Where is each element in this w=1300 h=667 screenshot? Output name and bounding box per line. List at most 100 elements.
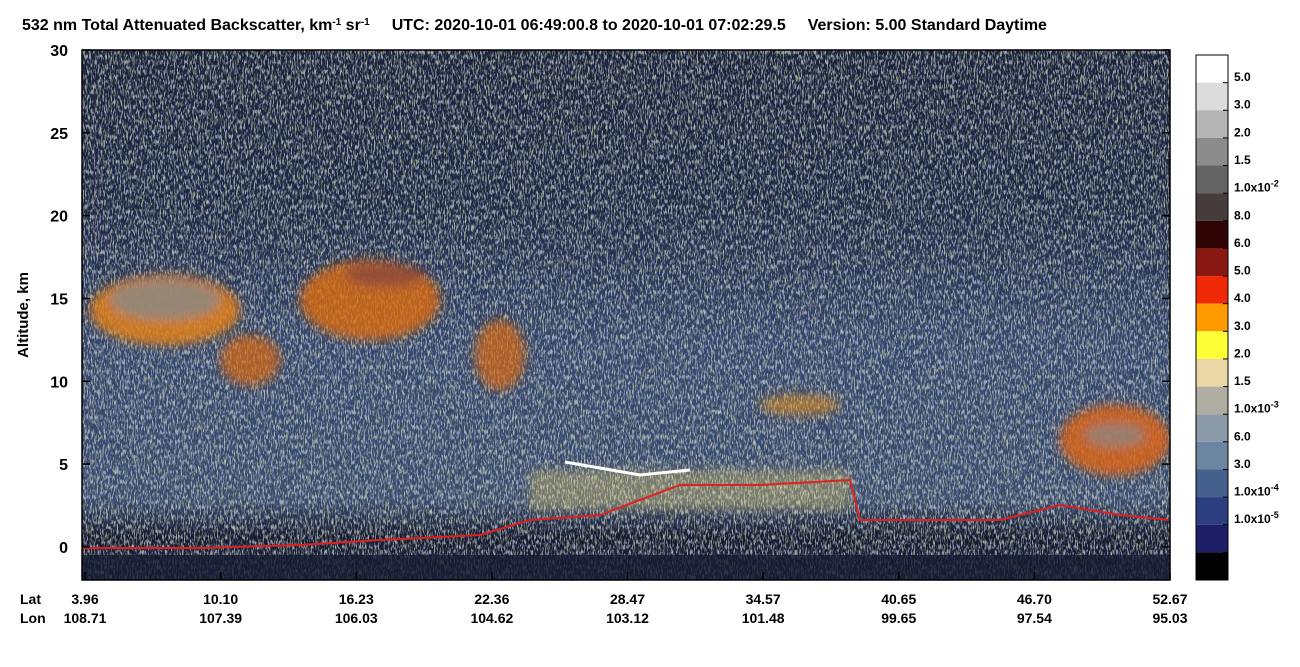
- colorbar-swatch: [1196, 110, 1228, 138]
- colorbar-label-text: 1.5: [1234, 374, 1251, 388]
- colorbar-swatch: [1196, 469, 1228, 498]
- colorbar-swatch: [1196, 276, 1228, 304]
- colorbar-label-text: 1.0x10: [1234, 512, 1271, 526]
- colorbar-label-text: 6.0: [1234, 429, 1251, 443]
- colorbar-label-text: 8.0: [1234, 208, 1251, 222]
- title: 532 nm Total Attenuated Backscatter, km-…: [22, 17, 1047, 35]
- colorbar-swatch: [1196, 137, 1228, 166]
- colorbar-label-text: 2.0: [1234, 125, 1251, 139]
- subsurface: [82, 555, 1170, 580]
- colorbar-label: 4.0: [1234, 291, 1251, 305]
- y-tick-label: 25: [50, 126, 68, 143]
- colorbar-swatch: [1196, 358, 1228, 387]
- colorbar-swatch: [1196, 193, 1228, 221]
- colorbar-swatch: [1196, 414, 1228, 442]
- x-row-name: Lon: [20, 610, 46, 626]
- colorbar-swatch: [1196, 331, 1228, 359]
- colorbar-label-text: 4.0: [1234, 291, 1251, 305]
- x-tick-label: 46.70: [1017, 591, 1052, 607]
- x-tick-label: 40.65: [881, 591, 916, 607]
- cloud-layer: [90, 260, 1170, 510]
- colorbar-swatch: [1196, 524, 1228, 553]
- colorbar-label-exp: -2: [1271, 179, 1279, 189]
- colorbar-label: 1.5: [1234, 153, 1251, 167]
- colorbar-swatch: [1196, 248, 1228, 277]
- colorbar-swatch: [1196, 82, 1228, 111]
- colorbar-label: 6.0: [1234, 236, 1251, 250]
- x-tick-label: 97.54: [1017, 610, 1052, 626]
- colorbar-label: 5.0: [1234, 264, 1251, 278]
- colorbar-swatch: [1196, 303, 1228, 332]
- x-tick-label: 99.65: [881, 610, 916, 626]
- x-tick-label: 108.71: [64, 610, 107, 626]
- colorbar-swatch: [1196, 386, 1228, 415]
- colorbar-label: 3.0: [1234, 98, 1251, 112]
- x-tick-label: 22.36: [474, 591, 509, 607]
- colorbar-label: 3.0: [1234, 319, 1251, 333]
- y-tick-label: 20: [50, 209, 68, 226]
- colorbar-label-text: 1.0x10: [1234, 402, 1271, 416]
- colorbar-label-text: 1.0x10: [1234, 485, 1271, 499]
- colorbar-label: 1.0x10-4: [1234, 483, 1279, 499]
- cloud-top: [564, 460, 691, 477]
- colorbar-label-exp: -4: [1271, 483, 1279, 493]
- title-segment: -1: [361, 17, 370, 28]
- colorbar: 5.03.02.01.51.0x10-28.06.05.04.03.02.01.…: [1195, 54, 1279, 581]
- colorbar-swatch: [1196, 497, 1228, 525]
- axis: 0 5 10 15 20 25 30 Lat 3.96 10.10 16.23 22.36 28.47 3…: [20, 43, 1188, 626]
- colorbar-label-text: 6.0: [1234, 236, 1251, 250]
- x-tick-label: 34.57: [746, 591, 781, 607]
- colorbar-label: 1.0x10-5: [1234, 510, 1279, 526]
- y-tick-label: 0: [59, 540, 68, 557]
- y-axis-label: Altitude, km: [15, 272, 32, 358]
- subtitle: UTC: 2020-10-01 06:49:00.8 to 2020-10-01…: [392, 17, 786, 34]
- x-tick-label: 107.39: [199, 610, 242, 626]
- y-tick-label: 15: [50, 291, 68, 308]
- colorbar-label-exp: -3: [1271, 400, 1279, 410]
- x-tick-label: 106.03: [335, 610, 378, 626]
- colorbar-swatch: [1196, 55, 1228, 83]
- colorbar-label-text: 5.0: [1234, 70, 1251, 84]
- colorbar-label-text: 1.0x10: [1234, 181, 1271, 195]
- colorbar-label-text: 2.0: [1234, 346, 1251, 360]
- colorbar-swatch: [1196, 165, 1228, 194]
- colorbar-label: 5.0: [1234, 70, 1251, 84]
- x-tick-label: 104.62: [470, 610, 513, 626]
- colorbar-label: 3.0: [1234, 457, 1251, 471]
- title-segment: sr: [341, 17, 361, 34]
- plot-frame: [81, 49, 1171, 581]
- colorbar-swatch: [1196, 220, 1228, 249]
- colorbar-label-exp: -5: [1271, 510, 1279, 520]
- version: Version: 5.00 Standard Daytime: [808, 17, 1047, 34]
- colorbar-label: 8.0: [1234, 208, 1251, 222]
- colorbar-label: 2.0: [1234, 125, 1251, 139]
- colorbar-swatch: [1196, 552, 1228, 580]
- colorbar-label-text: 5.0: [1234, 264, 1251, 278]
- colorbar-swatch: [1196, 441, 1228, 470]
- colorbar-label: 1.0x10-2: [1234, 179, 1279, 195]
- x-tick-label: 103.12: [606, 610, 649, 626]
- x-row-name: Lat: [20, 591, 41, 607]
- colorbar-label-text: 1.5: [1234, 153, 1251, 167]
- x-tick-label: 28.47: [610, 591, 645, 607]
- colorbar-label-text: 3.0: [1234, 98, 1251, 112]
- backscatter-image: [82, 50, 1170, 580]
- x-tick-label: 95.03: [1152, 610, 1187, 626]
- colorbar-frame: [1195, 54, 1229, 581]
- y-tick-label: 30: [50, 43, 68, 60]
- x-tick-label: 101.48: [742, 610, 785, 626]
- x-tick-label: 16.23: [339, 591, 374, 607]
- x-tick-label: 3.96: [71, 591, 98, 607]
- surface-line: [82, 478, 1170, 549]
- x-tick-label: 10.10: [203, 591, 238, 607]
- y-tick-label: 10: [50, 374, 68, 391]
- y-tick-label: 5: [59, 457, 68, 474]
- colorbar-label: 6.0: [1234, 429, 1251, 443]
- colorbar-label: 1.5: [1234, 374, 1251, 388]
- x-tick-label: 52.67: [1152, 591, 1187, 607]
- colorbar-label: 1.0x10-3: [1234, 400, 1279, 416]
- title-segment: 532 nm Total Attenuated Backscatter, km: [22, 17, 332, 34]
- title-segment: -1: [332, 17, 341, 28]
